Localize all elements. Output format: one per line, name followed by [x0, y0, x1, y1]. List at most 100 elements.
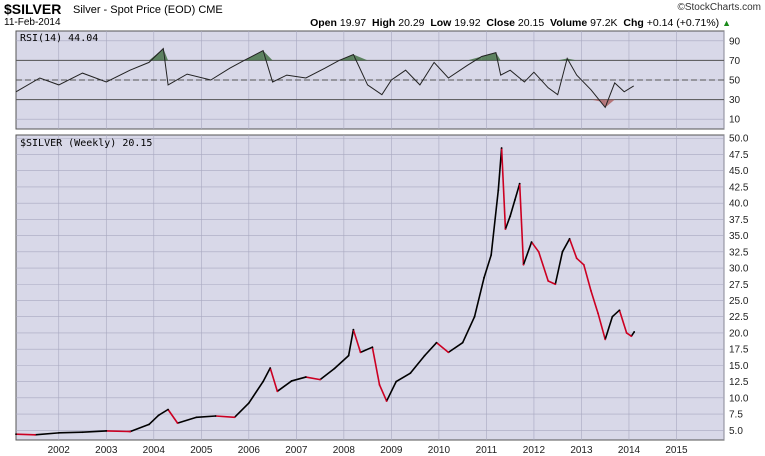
price-series-segment [106, 430, 131, 433]
brand-link[interactable]: ©StockCharts.com [677, 2, 761, 13]
price-tick-label: 37.5 [729, 215, 749, 226]
price-point [371, 346, 374, 349]
price-series-segment [34, 432, 59, 436]
price-series-segment [82, 430, 107, 434]
year-tick-label: 2006 [238, 445, 261, 456]
price-point [597, 312, 599, 315]
price-point [333, 367, 336, 370]
price-series-segment [568, 238, 578, 259]
price-point [157, 414, 160, 417]
rsi-tick-label: 90 [729, 36, 741, 47]
price-series-segment [58, 431, 83, 434]
price-point [461, 341, 464, 344]
price-point [57, 431, 60, 434]
price-series-segment [483, 254, 492, 279]
rsi-overbought-fill [481, 52, 496, 61]
price-series-segment [597, 313, 606, 340]
price-point [167, 408, 169, 411]
price-title: $SILVER (Weekly) 20.15 [20, 138, 152, 149]
rsi-overbought-fill [467, 56, 482, 61]
price-tick-label: 30.0 [729, 264, 749, 275]
price-point [352, 328, 355, 331]
price-series-segment [347, 329, 355, 356]
price-point [148, 423, 150, 426]
price-series-segment [158, 408, 169, 417]
price-series-segment [291, 376, 307, 382]
rsi-oversold-fill [590, 99, 601, 102]
price-point [473, 315, 476, 318]
price-series-segment [319, 367, 335, 381]
symbol-subtitle: Silver - Spot Price (EOD) CME [73, 4, 223, 16]
price-tick-label: 40.0 [729, 199, 749, 210]
volume-value: 97.2K [590, 17, 618, 29]
price-series-segment [395, 372, 411, 383]
price-series-segment [167, 409, 179, 424]
rsi-overbought-fill [557, 58, 568, 61]
high-label: High [371, 17, 396, 29]
price-point [81, 431, 84, 434]
price-series-segment [626, 332, 632, 337]
high-value: 20.29 [398, 17, 425, 29]
price-tick-label: 50.0 [729, 134, 749, 145]
price-tick-label: 22.5 [729, 312, 749, 323]
price-series-segment [305, 376, 321, 381]
price-series-segment [500, 147, 507, 230]
rsi-overbought-fill [567, 58, 577, 61]
price-point [347, 354, 350, 357]
price-panel [15, 134, 725, 441]
price-point [409, 372, 412, 375]
price-point [385, 400, 388, 402]
price-point [34, 433, 36, 436]
symbol-title: $SILVER [4, 1, 62, 17]
price-point [582, 263, 585, 266]
price-series-segment [561, 238, 571, 253]
price-series-segment [360, 346, 373, 354]
price-point [269, 367, 272, 369]
price-point [290, 380, 293, 382]
price-tick-label: 15.0 [729, 361, 749, 372]
price-series-segment [215, 415, 235, 419]
year-tick-label: 2011 [476, 445, 498, 456]
rsi-tick-label: 30 [729, 95, 741, 106]
price-point [522, 263, 525, 266]
price-series-segment [269, 367, 279, 392]
price-series-segment [234, 402, 250, 418]
price-series-segment [148, 414, 160, 426]
price-point [530, 241, 533, 243]
price-tick-label: 32.5 [729, 247, 749, 258]
volume-label: Volume [550, 17, 588, 29]
year-tick-label: 2015 [665, 445, 688, 456]
price-point [554, 283, 557, 286]
price-series-segment [436, 342, 449, 354]
price-tick-label: 5.0 [729, 426, 743, 437]
price-point [504, 228, 507, 230]
price-point [483, 276, 485, 279]
close-label: Close [486, 17, 515, 29]
year-tick-label: 2009 [380, 445, 403, 456]
price-tick-label: 27.5 [729, 280, 749, 291]
price-point [15, 433, 17, 436]
price-point [575, 257, 578, 260]
price-point [633, 331, 636, 333]
price-point [500, 147, 503, 149]
price-series-segment [447, 341, 464, 354]
price-point [359, 351, 362, 354]
year-tick-label: 2012 [523, 445, 546, 456]
price-tick-label: 7.5 [729, 410, 743, 421]
year-tick-label: 2004 [143, 445, 166, 456]
year-tick-label: 2010 [428, 445, 451, 456]
price-point [514, 198, 516, 201]
price-point [395, 380, 398, 383]
price-point [214, 415, 217, 417]
price-tick-label: 45.0 [729, 166, 749, 177]
quote-date: 11-Feb-2014 [4, 17, 61, 28]
price-point [568, 237, 571, 240]
price-point [105, 430, 108, 432]
price-point [129, 430, 131, 433]
price-series-segment [248, 381, 264, 404]
price-point [518, 182, 521, 185]
rsi-overbought-fill [149, 48, 164, 61]
price-series-segment [618, 309, 628, 334]
price-point [276, 390, 279, 393]
